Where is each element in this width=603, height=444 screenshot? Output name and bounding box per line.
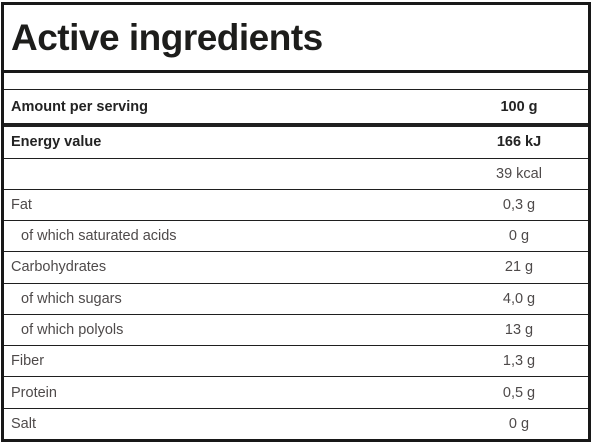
row-value: 166 kJ <box>496 134 542 151</box>
row-label: of which sugars <box>21 290 122 307</box>
row-label: Carbohydrates <box>11 259 107 276</box>
row-label: Salt <box>11 415 36 432</box>
row-label: of which polyols <box>21 322 124 339</box>
row-value: 100 g <box>500 98 538 115</box>
table-row-energy-kcal: 39 kcal <box>4 157 588 189</box>
row-label: Energy value <box>11 134 102 151</box>
row-label: of which saturated acids <box>21 228 177 245</box>
nutrition-table: Amount per serving 100 g Energy value 16… <box>4 89 588 439</box>
table-row-fat: Fat 0,3 g <box>4 188 588 220</box>
table-row-salt: Salt 0 g <box>4 407 588 439</box>
table-row-energy-value: Energy value 166 kJ <box>4 126 588 157</box>
table-row-saturated-acids: of which saturated acids 0 g <box>4 220 588 251</box>
label-title-bar: Active ingredients <box>4 5 588 73</box>
table-row-amount-per-serving: Amount per serving 100 g <box>4 89 588 127</box>
table-row-sugars: of which sugars 4,0 g <box>4 282 588 314</box>
row-label: Amount per serving <box>11 98 148 115</box>
row-value: 1,3 g <box>502 353 536 370</box>
table-row-fiber: Fiber 1,3 g <box>4 345 588 376</box>
row-value: 0 g <box>508 228 530 245</box>
row-label: Fiber <box>11 353 45 370</box>
row-value: 0,5 g <box>502 384 536 401</box>
row-label: Fat <box>11 196 32 213</box>
title-table-gap <box>4 73 588 89</box>
row-label: Protein <box>11 384 57 401</box>
row-value: 39 kcal <box>496 165 542 182</box>
label-title: Active ingredients <box>11 17 323 58</box>
table-row-carbohydrates: Carbohydrates 21 g <box>4 251 588 282</box>
nutrition-label-box: Active ingredients Amount per serving 10… <box>1 2 591 442</box>
row-value: 4,0 g <box>502 290 536 307</box>
row-value: 0 g <box>508 415 530 432</box>
table-row-protein: Protein 0,5 g <box>4 376 588 407</box>
row-value: 13 g <box>504 322 534 339</box>
row-value: 21 g <box>504 259 534 276</box>
row-value: 0,3 g <box>502 196 536 213</box>
table-row-polyols: of which polyols 13 g <box>4 313 588 345</box>
